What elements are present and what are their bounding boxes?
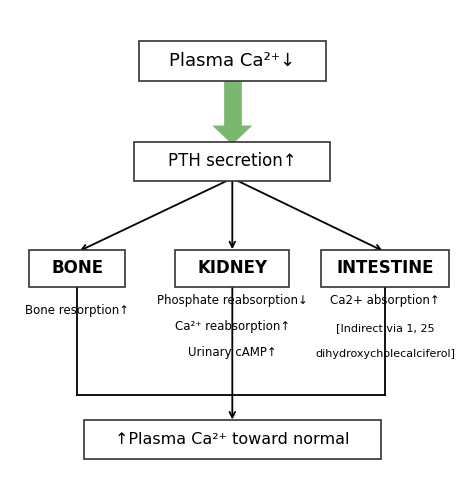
- FancyBboxPatch shape: [175, 250, 289, 287]
- Text: KIDNEY: KIDNEY: [197, 259, 267, 277]
- Text: PTH secretion↑: PTH secretion↑: [168, 152, 297, 170]
- Polygon shape: [224, 79, 240, 126]
- Text: Bone resorption↑: Bone resorption↑: [25, 304, 129, 318]
- Text: [Indirect via 1, 25: [Indirect via 1, 25: [336, 324, 435, 333]
- Polygon shape: [213, 126, 252, 144]
- Text: Ca2+ absorption↑: Ca2+ absorption↑: [330, 293, 440, 306]
- FancyBboxPatch shape: [139, 41, 326, 81]
- FancyBboxPatch shape: [321, 250, 449, 287]
- FancyBboxPatch shape: [134, 142, 330, 181]
- Text: BONE: BONE: [51, 259, 103, 277]
- Text: ↑Plasma Ca²⁺ toward normal: ↑Plasma Ca²⁺ toward normal: [115, 432, 349, 447]
- Text: Plasma Ca²⁺↓: Plasma Ca²⁺↓: [169, 52, 295, 70]
- Text: INTESTINE: INTESTINE: [337, 259, 434, 277]
- Text: Urinary cAMP↑: Urinary cAMP↑: [188, 346, 277, 359]
- Text: Ca²⁺ reabsorption↑: Ca²⁺ reabsorption↑: [175, 320, 290, 333]
- Text: Phosphate reabsorption↓: Phosphate reabsorption↓: [157, 293, 308, 306]
- Text: dihydroxycholecalciferol]: dihydroxycholecalciferol]: [315, 349, 455, 359]
- FancyBboxPatch shape: [29, 250, 125, 287]
- FancyBboxPatch shape: [84, 420, 381, 459]
